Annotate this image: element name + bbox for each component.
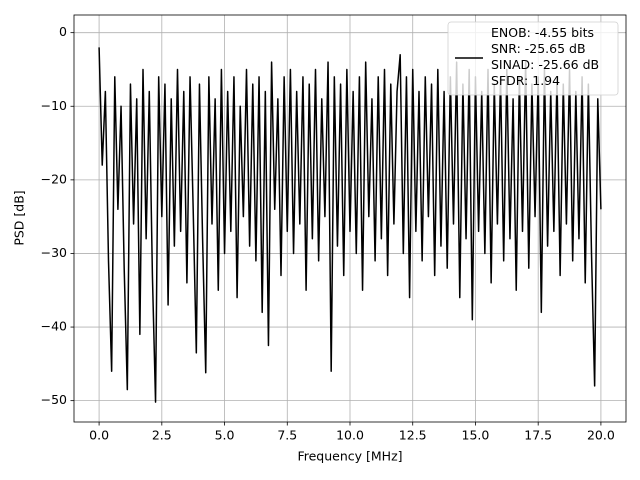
x-axis-label: Frequency [MHz] — [297, 449, 402, 464]
x-tick-label: 12.5 — [399, 428, 427, 443]
legend-box — [447, 21, 619, 96]
legend-label: ENOB: -4.55 bits SNR: -25.65 dB SINAD: -… — [491, 25, 600, 88]
x-tick-label: 0.0 — [89, 428, 109, 443]
y-tick-label: −20 — [41, 171, 67, 186]
x-tick-label: 2.5 — [152, 428, 172, 443]
x-tick-label: 17.5 — [524, 428, 552, 443]
x-tick-label: 10.0 — [336, 428, 364, 443]
x-tick-label: 15.0 — [462, 428, 490, 443]
y-tick-label: −10 — [41, 98, 67, 113]
y-tick-label: −50 — [41, 392, 67, 407]
y-tick-label: 0 — [59, 24, 67, 39]
x-tick-label: 7.5 — [277, 428, 297, 443]
x-tick-label: 5.0 — [215, 428, 235, 443]
axes-frame — [73, 14, 627, 423]
y-tick-label: −40 — [41, 319, 67, 334]
data-line — [98, 47, 602, 403]
x-tick-label: 20.0 — [587, 428, 615, 443]
y-tick-label: −30 — [41, 245, 67, 260]
y-axis-label: PSD [dB] — [12, 190, 27, 245]
